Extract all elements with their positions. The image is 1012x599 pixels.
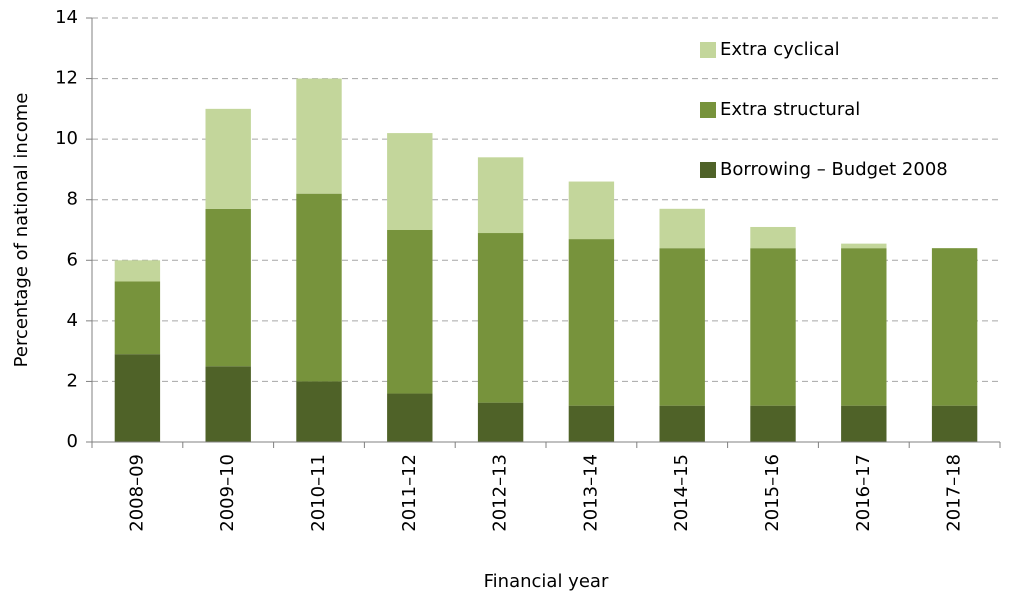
bar-segment xyxy=(387,393,433,442)
bar-segment xyxy=(568,239,615,406)
y-tick-label: 12 xyxy=(55,68,78,89)
legend-label: Borrowing – Budget 2008 xyxy=(720,159,948,180)
bar-segment xyxy=(750,248,796,406)
y-axis-title: Percentage of national income xyxy=(11,93,32,368)
legend-swatch xyxy=(700,42,716,58)
bar-segment xyxy=(114,260,161,282)
x-tick-label: 2010–11 xyxy=(308,454,329,532)
y-tick-label: 2 xyxy=(67,370,78,391)
bar-segment xyxy=(205,108,251,209)
legend-swatch xyxy=(700,102,716,118)
bar-segment xyxy=(477,402,524,442)
bar-segment xyxy=(659,248,705,406)
legend-label: Extra structural xyxy=(720,99,860,120)
bar-segment xyxy=(841,243,887,249)
x-tick-label: 2013–14 xyxy=(580,454,601,532)
bar-segment xyxy=(568,405,615,442)
y-tick-label: 4 xyxy=(67,310,78,331)
bar-segment xyxy=(205,366,251,442)
x-tick-label: 2015–16 xyxy=(762,454,783,532)
bar-segment xyxy=(114,281,161,355)
bar-segment xyxy=(296,193,342,382)
y-tick-label: 10 xyxy=(55,128,78,149)
bar-segment xyxy=(477,157,524,234)
bar-segment xyxy=(659,208,705,249)
x-tick-label: 2017–18 xyxy=(944,454,965,532)
bar-segment xyxy=(750,226,796,249)
bar-segment xyxy=(114,354,161,442)
y-tick-label: 14 xyxy=(55,7,78,28)
x-tick-label: 2008–09 xyxy=(126,454,147,532)
y-tick-label: 8 xyxy=(67,189,78,210)
x-tick-label: 2011–12 xyxy=(399,454,420,532)
bar-segment xyxy=(205,208,251,367)
x-tick-label: 2012–13 xyxy=(490,454,511,532)
y-tick-label: 0 xyxy=(67,431,78,452)
legend-swatch xyxy=(700,162,716,178)
x-axis-title: Financial year xyxy=(484,571,609,592)
bar-segment xyxy=(296,381,342,442)
bar-segment xyxy=(296,78,342,194)
bar-segment xyxy=(931,248,978,406)
bar-segment xyxy=(659,405,705,442)
bar-segment xyxy=(568,181,615,240)
bar-segment xyxy=(931,405,978,442)
bar-segment xyxy=(477,233,524,403)
x-tick-label: 2016–17 xyxy=(853,454,874,532)
bar-segment xyxy=(750,405,796,442)
bar-segment xyxy=(841,405,887,442)
y-tick-label: 6 xyxy=(67,249,78,270)
legend-label: Extra cyclical xyxy=(720,39,840,60)
bar-segment xyxy=(387,133,433,230)
bar-segment xyxy=(387,230,433,394)
bar-segment xyxy=(841,248,887,406)
x-tick-label: 2014–15 xyxy=(671,454,692,532)
x-tick-label: 2009–10 xyxy=(217,454,238,532)
